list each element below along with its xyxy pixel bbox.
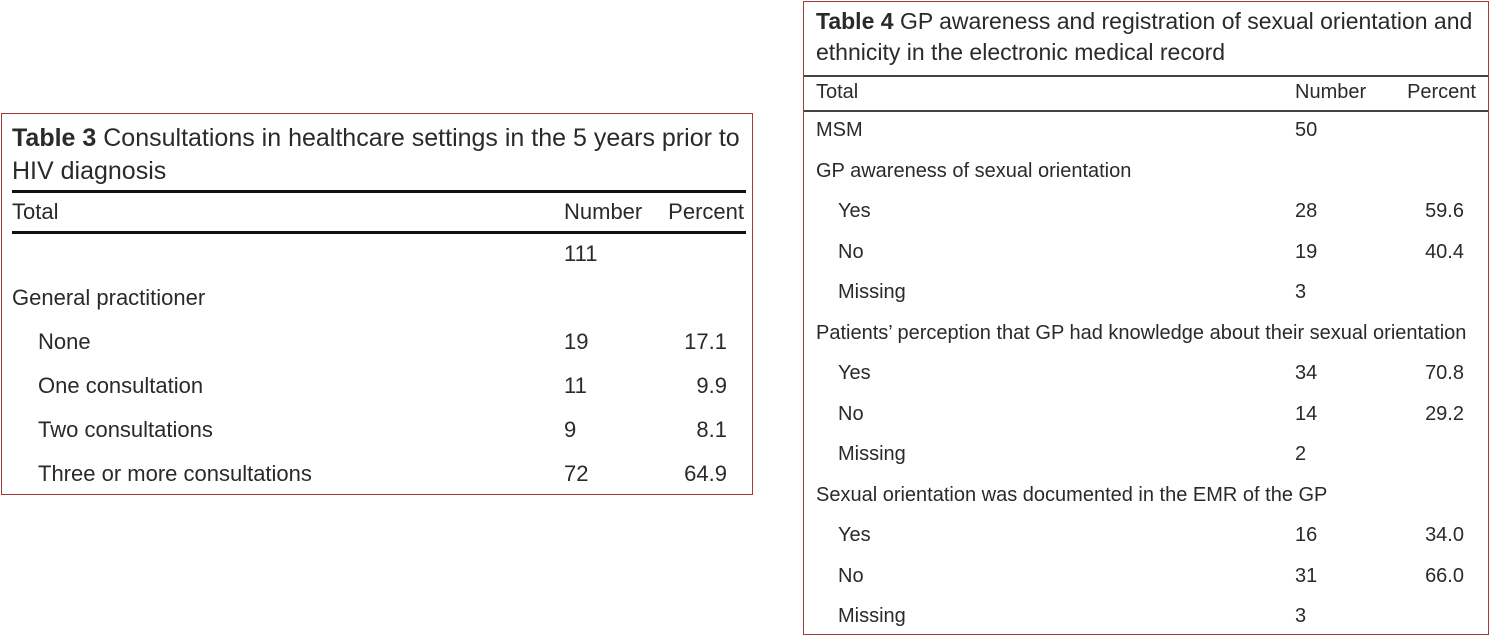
table-row: Yes 34 70.8 xyxy=(804,353,1488,393)
row-number: 50 xyxy=(1295,119,1318,141)
row-number: 3 xyxy=(1295,281,1307,303)
row-percent: 70.8 xyxy=(1425,362,1464,384)
row-number: 14 xyxy=(1295,402,1318,425)
row-label: Two consultations xyxy=(38,417,213,442)
row-percent: 8.1 xyxy=(696,417,727,442)
row-number: 34 xyxy=(1295,362,1318,384)
table-row: 111 xyxy=(2,234,752,274)
row-percent: 59.6 xyxy=(1425,200,1464,222)
row-percent: 34.0 xyxy=(1425,524,1464,546)
row-label: No xyxy=(838,564,864,587)
row-label: Three or more consultations xyxy=(38,461,312,486)
table-3: Table 3 Consultations in healthcare sett… xyxy=(1,113,753,495)
table-4-caption: Table 4 GP awareness and registration of… xyxy=(816,6,1486,68)
table-row: Missing 3 xyxy=(804,272,1488,312)
table-4-label: Table 4 xyxy=(816,8,894,34)
row-label: No xyxy=(838,402,864,425)
table-3-header-number: Number xyxy=(564,199,643,224)
row-percent: 40.4 xyxy=(1425,240,1464,263)
table-3-top-rule xyxy=(12,190,746,193)
row-number: 111 xyxy=(564,241,598,266)
row-label: Missing xyxy=(838,443,906,465)
row-label: MSM xyxy=(816,119,863,141)
row-number: 3 xyxy=(1295,605,1307,627)
table-row: GP awareness of sexual orientation xyxy=(804,151,1488,191)
row-number: 72 xyxy=(564,461,589,486)
table-4-header-rule xyxy=(804,110,1488,112)
table-4-title: GP awareness and registration of sexual … xyxy=(816,8,1473,65)
table-row: General practitioner xyxy=(2,278,752,318)
table-row: No 19 40.4 xyxy=(804,232,1488,272)
table-4-top-rule xyxy=(804,75,1488,77)
table-row: Three or more consultations 72 64.9 xyxy=(2,454,752,494)
row-label: Missing xyxy=(838,605,906,627)
row-label: Yes xyxy=(838,362,871,384)
row-label: One consultation xyxy=(38,373,204,398)
table-row: Missing 3 xyxy=(804,596,1488,636)
table-4: Table 4 GP awareness and registration of… xyxy=(803,1,1489,635)
row-number: 19 xyxy=(1295,240,1318,263)
table-3-header-row: Total Number Percent xyxy=(2,192,752,232)
table-row: Yes 16 34.0 xyxy=(804,515,1488,555)
table-4-header-number: Number xyxy=(1295,81,1367,103)
row-percent: 66.0 xyxy=(1425,564,1464,587)
row-number: 16 xyxy=(1295,524,1318,546)
row-percent: 9.9 xyxy=(696,373,727,398)
row-percent: 17.1 xyxy=(684,329,727,354)
table-3-header-total: Total xyxy=(12,199,59,224)
row-percent: 64.9 xyxy=(684,461,727,486)
row-label: No xyxy=(838,240,864,263)
table-row: MSM 50 xyxy=(804,110,1488,150)
row-number: 9 xyxy=(564,417,577,442)
table-3-label: Table 3 xyxy=(12,124,97,152)
table-row: Missing 2 xyxy=(804,434,1488,474)
table-3-caption: Table 3 Consultations in healthcare sett… xyxy=(12,122,747,188)
table-3-header-rule xyxy=(12,231,746,234)
table-row: No 31 66.0 xyxy=(804,556,1488,596)
row-number: 28 xyxy=(1295,200,1318,222)
row-number: 11 xyxy=(564,373,587,398)
row-label: Missing xyxy=(838,281,906,303)
table-4-header-percent: Percent xyxy=(1407,81,1476,103)
table-4-header-row: Total Number Percent xyxy=(804,72,1488,112)
table-row: Sexual orientation was documented in the… xyxy=(804,475,1488,515)
table-row: Yes 28 59.6 xyxy=(804,191,1488,231)
table-row: Two consultations 9 8.1 xyxy=(2,410,752,450)
row-number: 19 xyxy=(564,329,589,354)
row-label: GP awareness of sexual orientation xyxy=(816,159,1132,182)
row-label: Yes xyxy=(838,524,871,546)
table-row: None 19 17.1 xyxy=(2,322,752,362)
table-3-header-percent: Percent xyxy=(668,199,744,224)
row-percent: 29.2 xyxy=(1425,402,1464,425)
row-label: Patients’ perception that GP had knowled… xyxy=(816,321,1467,344)
table-4-header-total: Total xyxy=(816,81,859,103)
row-number: 2 xyxy=(1295,443,1307,465)
row-label: Sexual orientation was documented in the… xyxy=(816,483,1328,506)
row-label: Yes xyxy=(838,200,871,222)
table-row: One consultation 11 9.9 xyxy=(2,366,752,406)
table-3-title: Consultations in healthcare settings in … xyxy=(12,124,740,185)
table-row: Patients’ perception that GP had knowled… xyxy=(804,313,1488,353)
row-number: 31 xyxy=(1295,564,1318,587)
row-label: General practitioner xyxy=(12,285,206,310)
table-row: No 14 29.2 xyxy=(804,394,1488,434)
row-label: None xyxy=(38,329,91,354)
